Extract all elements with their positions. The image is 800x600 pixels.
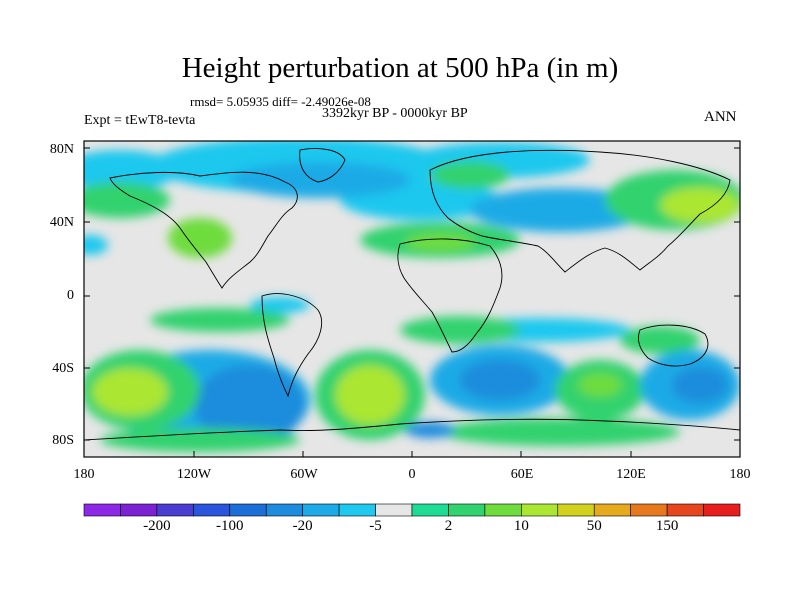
south-pacific-high-core <box>92 368 168 416</box>
africa-south-high <box>400 316 520 344</box>
colorbar-swatch <box>229 503 267 517</box>
tropics-low <box>250 297 310 313</box>
stats-label: rmsd= 5.05935 diff= -2.49026e-08 <box>190 94 371 109</box>
colorbar-swatch <box>156 503 194 517</box>
greenland-outline <box>299 148 346 183</box>
colorbar-swatch <box>302 503 340 517</box>
colorbar-swatch <box>83 503 121 517</box>
antarctic-high-band <box>440 418 680 446</box>
north-pacific-high <box>84 182 170 218</box>
experiment-label: Expt = tEwT8-tevta <box>84 113 196 128</box>
south-pacific-low-core <box>195 365 305 445</box>
colorbar <box>83 503 741 517</box>
lat-label-40s: 40S <box>52 361 74 376</box>
period-label: 3392kyr BP - 0000kyr BP <box>322 106 468 121</box>
antarctic-low <box>405 422 455 438</box>
lat-label-equator: 0 <box>67 288 74 303</box>
lon-label-0: 0 <box>408 467 416 482</box>
north-america-high <box>168 218 232 258</box>
colorbar-swatch <box>557 503 595 517</box>
south-indian-low-core <box>460 360 540 400</box>
colorbar-tick-label: 2 <box>444 518 453 534</box>
colorbar-tick-label: -200 <box>143 518 171 534</box>
lat-label-80s: 80S <box>52 433 74 448</box>
colorbar-swatch <box>375 503 413 517</box>
africa-outline <box>397 238 503 353</box>
lon-label-180e: 180 <box>729 467 751 482</box>
australia-outline <box>637 324 709 367</box>
lat-label-80n: 80N <box>49 142 74 157</box>
map-title: Height perturbation at 500 hPa (in m) <box>181 52 619 84</box>
lon-label-120w: 120W <box>176 467 212 482</box>
colorbar-swatch <box>193 503 231 517</box>
colorbar-swatch <box>593 503 631 517</box>
colorbar-tick-label: 10 <box>513 518 529 534</box>
pacific-west-low <box>84 235 108 255</box>
axis-ticks <box>84 147 740 457</box>
colorbar-tick-label: 50 <box>586 518 602 534</box>
southeast-pacific-low-core <box>672 367 728 403</box>
colorbar-swatch <box>265 503 303 517</box>
colorbar-tick-label: 150 <box>655 518 679 534</box>
colorbar-swatch <box>521 503 559 517</box>
south-america-outline <box>261 293 322 398</box>
colorbar-tick-label: -20 <box>292 518 313 534</box>
colorbar-swatch <box>411 503 449 517</box>
scandinavia-high <box>430 161 510 189</box>
colorbar-swatch <box>120 503 158 517</box>
colorbar-swatch <box>448 503 486 517</box>
colorbar-swatch <box>703 503 741 517</box>
colorbar-swatch <box>338 503 376 517</box>
antarctic-pacific-high <box>100 428 300 452</box>
lat-label-40n: 40N <box>49 215 74 230</box>
lon-label-120e: 120E <box>616 467 646 482</box>
coastlines <box>84 148 740 441</box>
australia-high <box>620 326 700 354</box>
east-asia-high-core <box>660 187 740 223</box>
colorbar-swatch <box>630 503 668 517</box>
lon-label-60e: 60E <box>510 467 534 482</box>
asia-low-anomaly <box>470 188 650 232</box>
arctic-core-low <box>230 162 410 198</box>
eurasia-outline <box>429 149 731 273</box>
pacific-north-low-anomaly <box>84 150 180 190</box>
south-atlantic-high-core <box>335 365 405 425</box>
colorbar-swatch <box>666 503 704 517</box>
colorbar-tick-label: -100 <box>216 518 244 534</box>
season-label: ANN <box>704 109 737 125</box>
north-africa-high-core <box>405 233 475 251</box>
south-indian-high-core <box>578 373 622 397</box>
antarctica-outline <box>84 418 740 441</box>
north-america-outline <box>109 171 298 289</box>
tropical-pacific-high <box>150 308 290 332</box>
colorbar-swatch <box>484 503 522 517</box>
lon-label-60w: 60W <box>290 467 318 482</box>
lon-label-180w: 180 <box>73 467 95 482</box>
contour-field <box>84 141 740 457</box>
colorbar-tick-label: -5 <box>369 518 382 534</box>
